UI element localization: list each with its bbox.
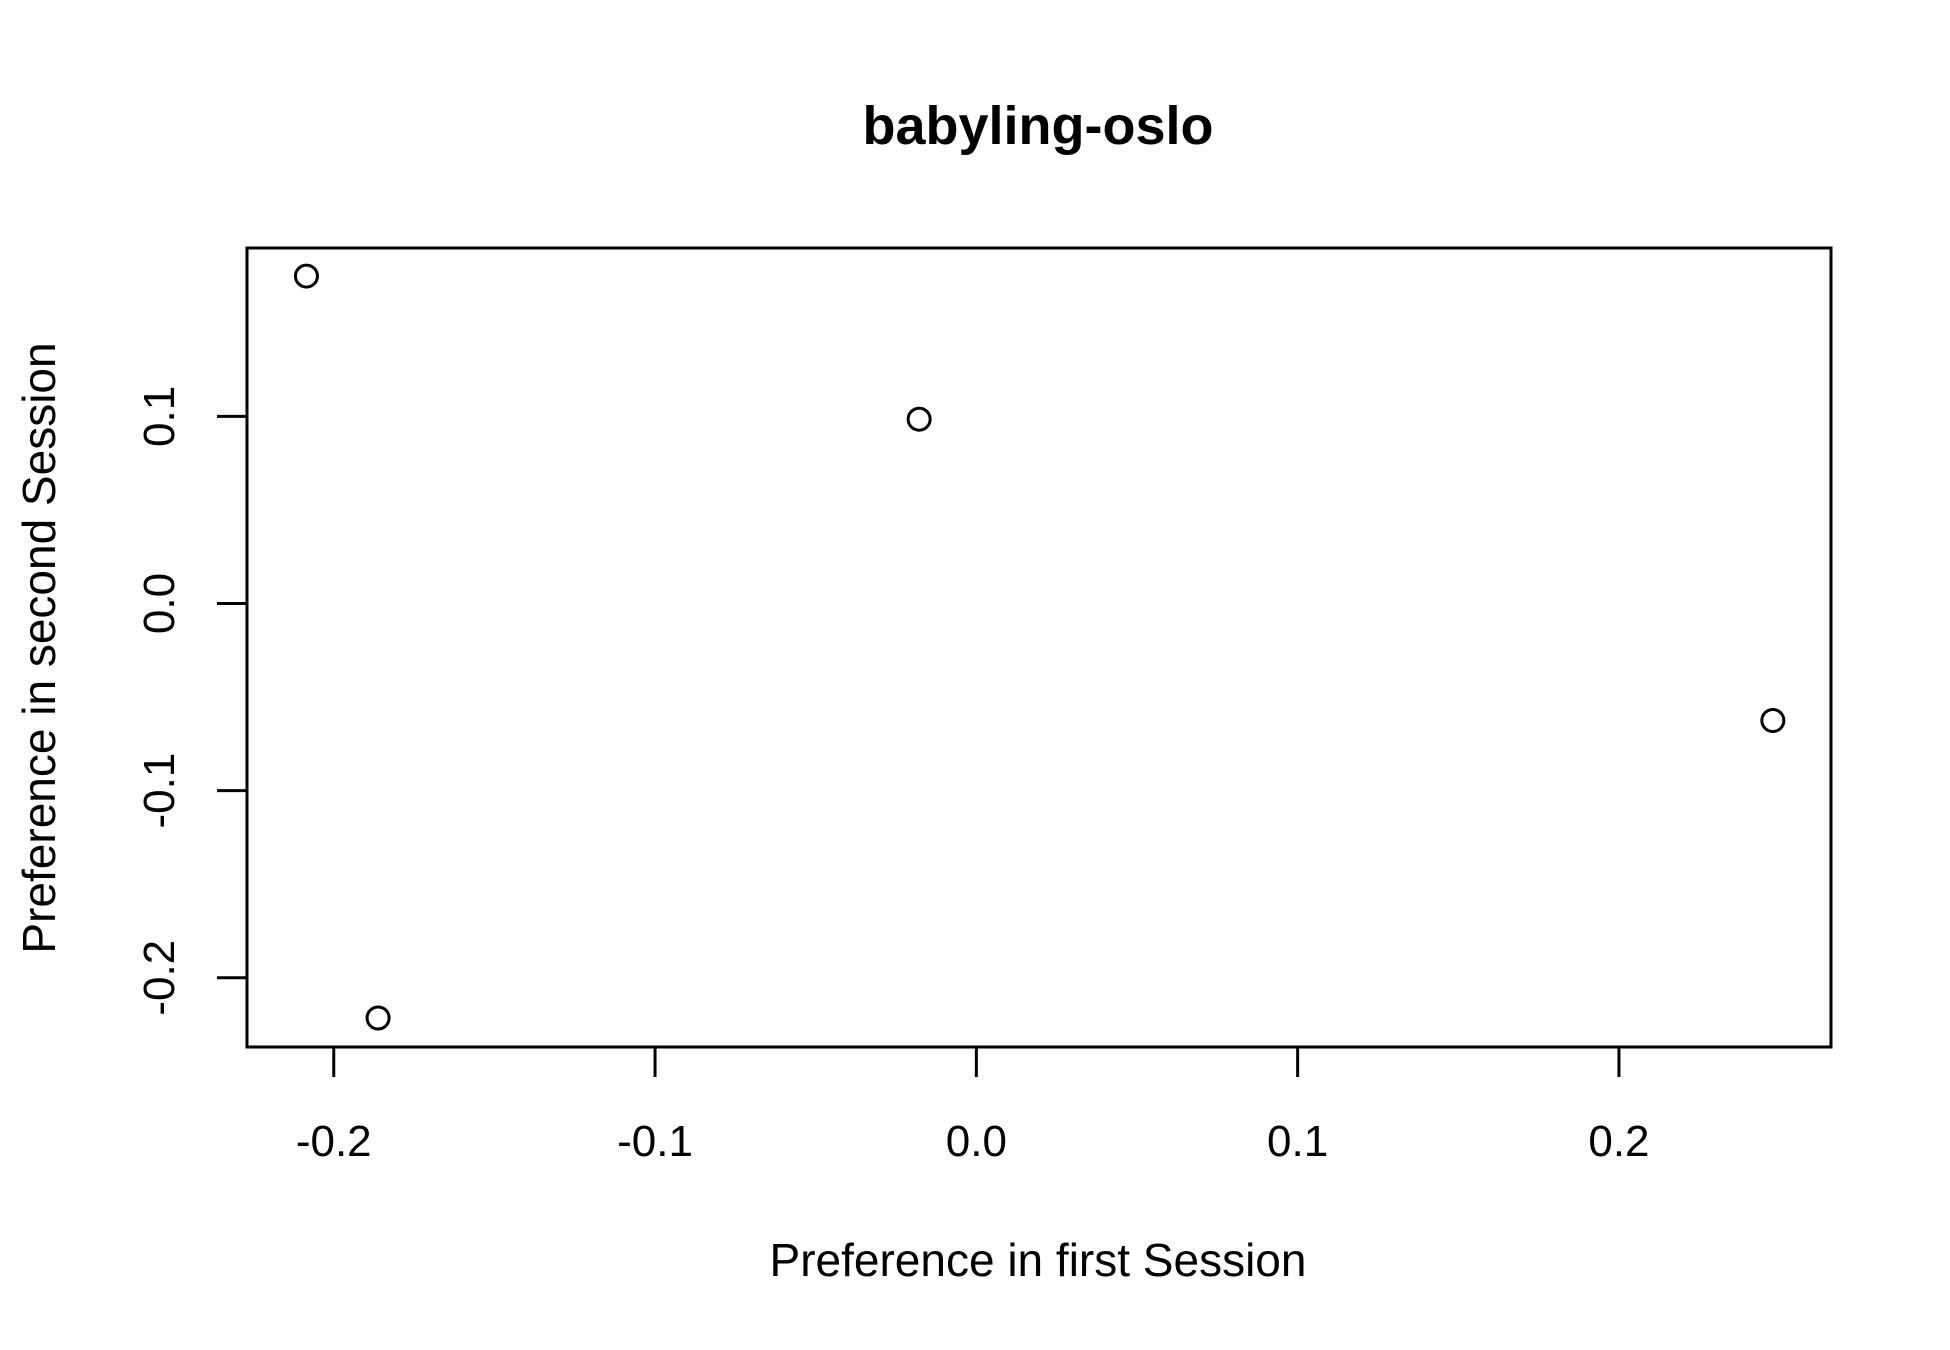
data-point — [293, 263, 319, 289]
x-tick-label: 0.2 — [1588, 1117, 1649, 1166]
plot-area — [245, 246, 1833, 1049]
x-tick-label: -0.2 — [296, 1117, 372, 1166]
y-tick-label: 0.1 — [135, 386, 184, 447]
x-tick-label: 0.0 — [946, 1117, 1007, 1166]
chart-title: babyling-oslo — [863, 96, 1214, 156]
data-point — [906, 406, 932, 432]
y-tick-label: -0.1 — [135, 753, 184, 829]
x-axis: -0.2 -0.1 0.0 0.1 0.2 — [296, 1045, 1650, 1166]
y-tick-label: -0.2 — [135, 940, 184, 1016]
data-point — [1760, 707, 1786, 733]
data-points — [293, 263, 1786, 1031]
data-point — [365, 1005, 391, 1031]
x-tick-label: -0.1 — [617, 1117, 693, 1166]
y-axis-label: Preference in second Session — [13, 342, 65, 953]
x-tick-label: 0.1 — [1267, 1117, 1328, 1166]
y-tick-label: 0.0 — [135, 573, 184, 634]
y-axis: -0.2 -0.1 0.0 0.1 — [135, 386, 249, 1016]
x-axis-label: Preference in first Session — [770, 1234, 1307, 1286]
